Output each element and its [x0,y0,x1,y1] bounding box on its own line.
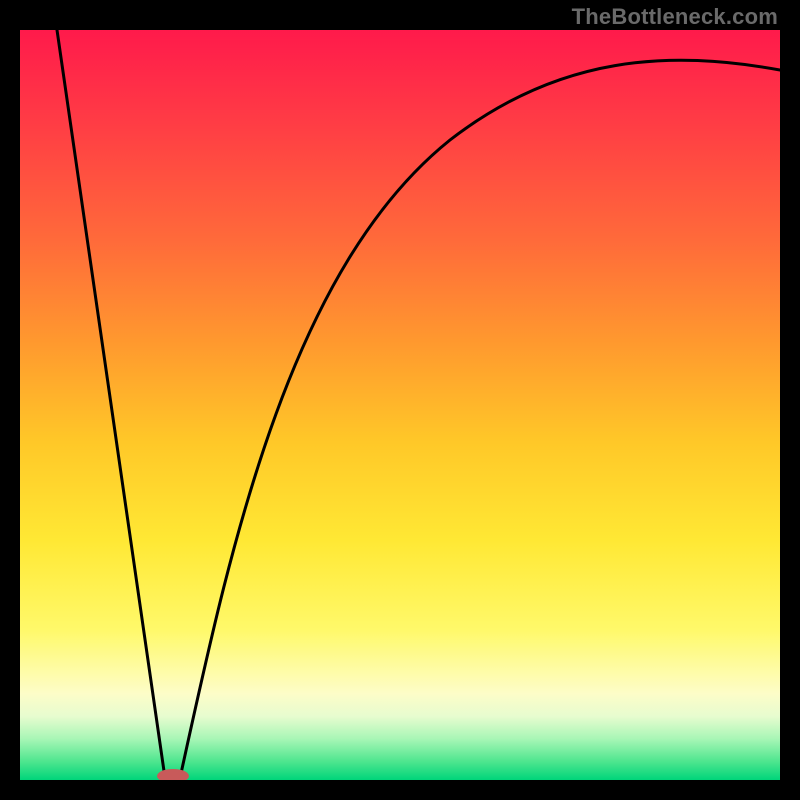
plot-area [20,30,780,780]
minimum-marker [157,769,189,780]
watermark-text: TheBottleneck.com [572,4,778,30]
bottleneck-curve [20,30,780,780]
chart-frame: TheBottleneck.com [0,0,800,800]
